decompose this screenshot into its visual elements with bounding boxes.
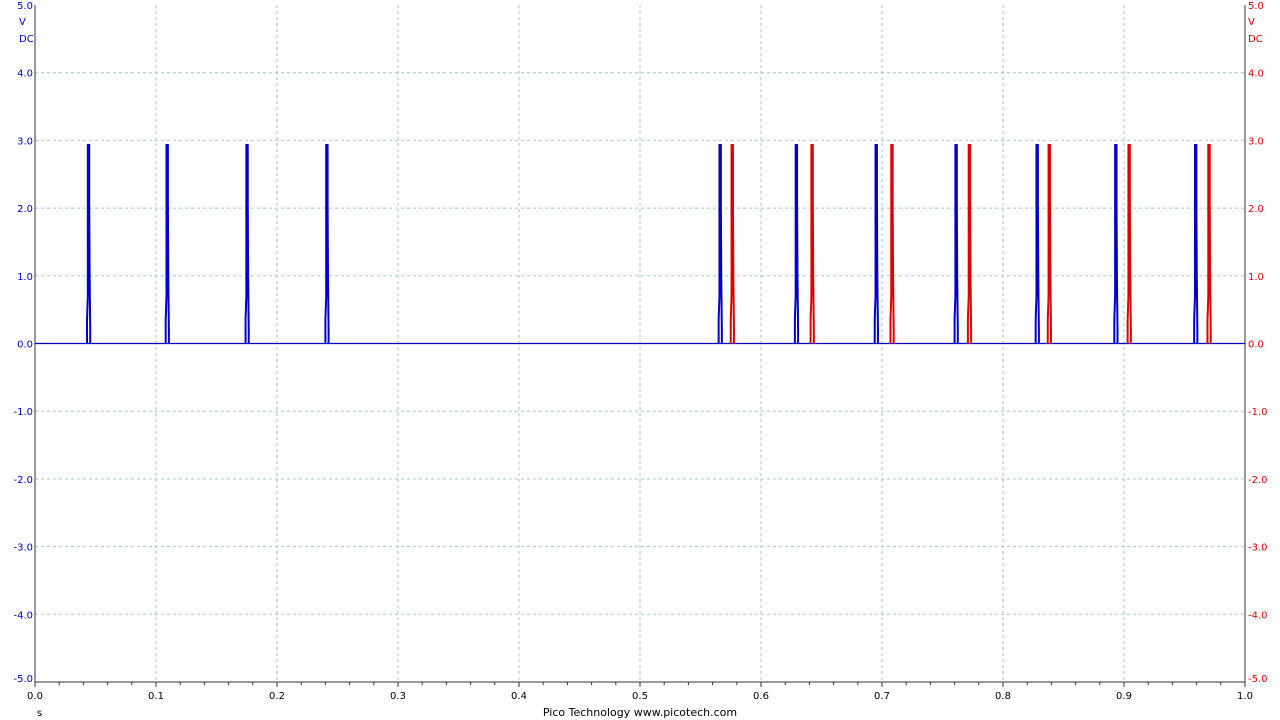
y-right-tick-label: -4.0 (1248, 610, 1268, 621)
y-left-tick-label: 3.0 (17, 136, 33, 147)
pulse-burst (1193, 144, 1199, 344)
x-tick-label: 0.3 (390, 691, 406, 702)
pulse-burst (809, 144, 815, 344)
x-axis-unit: s (37, 708, 42, 719)
pulse-burst (164, 144, 170, 344)
y-right-tick-label: -5.0 (1248, 674, 1268, 685)
pulse-burst (729, 144, 735, 344)
y-left-tick-label: -1.0 (13, 407, 33, 418)
y-left-tick-label: 0.0 (17, 340, 33, 351)
y-right-tick-label: -2.0 (1248, 475, 1268, 486)
pulse-burst (1206, 144, 1212, 344)
y-right-tick-label: 5.0 (1248, 1, 1264, 12)
left-axis-unit: V (19, 17, 26, 28)
pulse-burst (873, 144, 879, 344)
y-left-tick-label: 4.0 (17, 69, 33, 80)
x-tick-label: 0.2 (269, 691, 285, 702)
y-left-tick-label: -3.0 (13, 543, 33, 554)
pulse-burst (717, 144, 723, 344)
x-tick-label: 0.6 (753, 691, 769, 702)
y-left-tick-label: -5.0 (13, 674, 33, 685)
x-tick-label: 0.1 (148, 691, 164, 702)
x-tick-label: 0.5 (632, 691, 648, 702)
right-axis-coupling: DC (1248, 34, 1263, 45)
pulse-burst (953, 144, 959, 344)
traces (35, 143, 1245, 345)
x-tick-label: 0.7 (874, 691, 890, 702)
footer-credit: Pico Technology www.picotech.com (543, 706, 737, 719)
x-tick-label: 0.0 (27, 691, 43, 702)
pulse-burst (324, 144, 330, 344)
pulse-burst (793, 144, 800, 344)
pulse-burst (1034, 144, 1040, 344)
y-left-tick-label: 2.0 (17, 204, 33, 215)
pulse-burst (1113, 144, 1119, 344)
pulse-burst (1126, 144, 1132, 344)
x-tick-label: 0.8 (995, 691, 1011, 702)
y-right-tick-label: 4.0 (1248, 69, 1264, 80)
axes (34, 5, 1246, 687)
right-axis-unit: V (1248, 17, 1255, 28)
y-right-tick-label: 0.0 (1248, 340, 1264, 351)
y-right-tick-label: -3.0 (1248, 543, 1268, 554)
y-right-tick-label: -1.0 (1248, 407, 1268, 418)
pulse-burst (1046, 144, 1052, 344)
left-axis-coupling: DC (19, 34, 34, 45)
y-right-tick-label: 3.0 (1248, 136, 1264, 147)
pulse-burst (86, 144, 92, 344)
y-left-tick-label: -4.0 (13, 610, 33, 621)
x-tick-label: 1.0 (1237, 691, 1253, 702)
y-left-tick-label: 1.0 (17, 272, 33, 283)
x-tick-label: 0.9 (1116, 691, 1132, 702)
y-left-tick-label: -2.0 (13, 475, 33, 486)
y-right-tick-label: 2.0 (1248, 204, 1264, 215)
pulse-burst (244, 144, 250, 344)
pulse-burst (889, 144, 895, 344)
y-left-tick-label: 5.0 (17, 1, 33, 12)
pulse-burst (966, 144, 973, 344)
tick-labels: 0.0 0.1 0.2 0.3 0.4 0.5 0.6 0.7 0.8 0.9 1.0 5.0 5.0 4… (13, 1, 1267, 702)
x-tick-label: 0.4 (511, 691, 527, 702)
y-right-tick-label: 1.0 (1248, 272, 1264, 283)
